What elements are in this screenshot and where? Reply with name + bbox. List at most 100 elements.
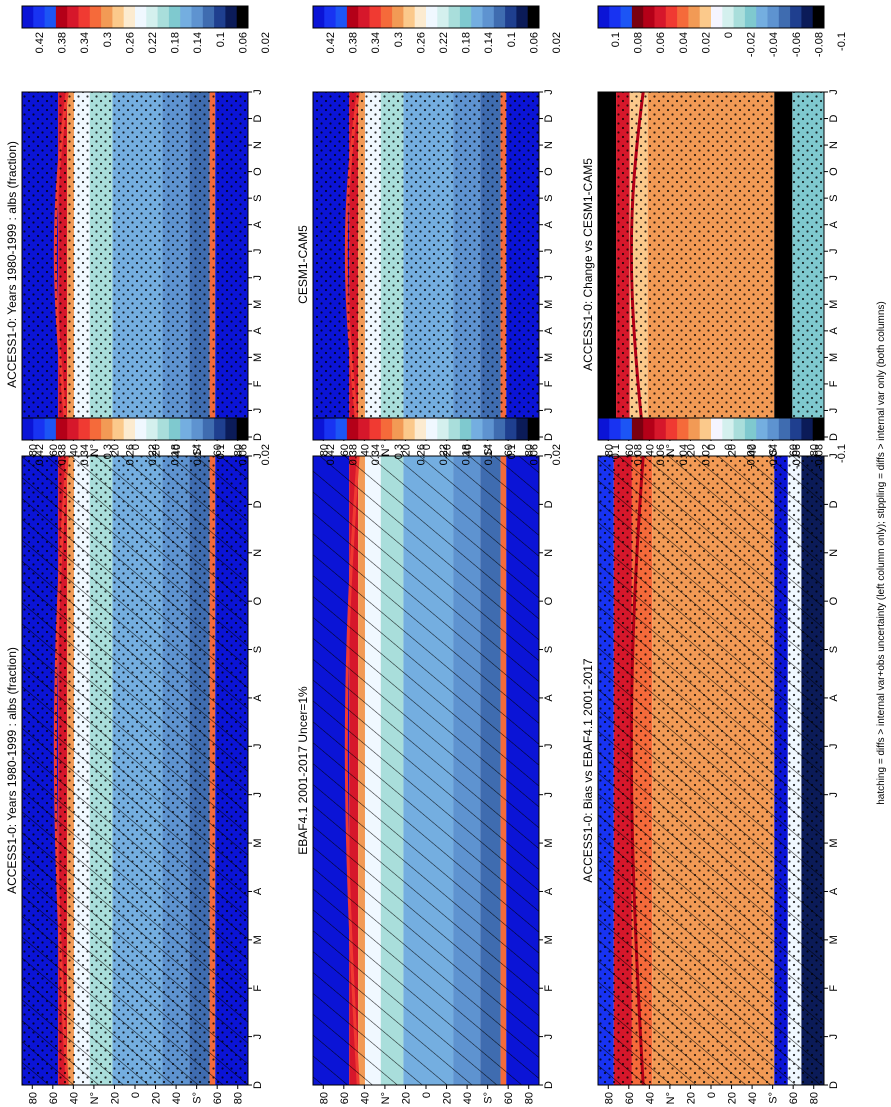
colorbar-label: 0.02: [551, 444, 563, 465]
colorbar-label: 0.1: [215, 32, 227, 47]
colorbar-label: 0.34: [79, 32, 91, 53]
month-tick-label: J: [828, 89, 840, 95]
colorbar-swatch: [756, 6, 768, 28]
colorbar-label: 0.06: [528, 32, 540, 53]
month-tick-label: A: [252, 327, 264, 335]
month-tick-label: M: [252, 935, 264, 944]
colorbar-swatch: [654, 6, 667, 28]
colorbar-swatch: [812, 6, 825, 28]
colorbar-swatch: [688, 6, 701, 28]
colorbar-swatch: [609, 6, 622, 28]
colorbar-label: 0.34: [370, 32, 382, 53]
colorbar-swatch: [78, 6, 91, 28]
colorbar-swatch: [598, 6, 610, 28]
month-tick-label: J: [252, 453, 264, 459]
colorbar-swatch: [191, 418, 204, 440]
month-tick-label: M: [543, 353, 555, 362]
lat-tick-label: 60: [503, 444, 515, 456]
month-tick-label: A: [828, 220, 840, 228]
colorbar-swatch: [733, 6, 746, 28]
colorbar-label: 0.18: [461, 444, 473, 465]
colorbar-swatch: [67, 6, 79, 28]
colorbar-label: 0.1: [506, 32, 518, 47]
month-tick-label: M: [543, 838, 555, 847]
lat-tick-label: 60: [624, 1092, 636, 1104]
month-tick-label: D: [252, 1081, 264, 1089]
month-tick-label: A: [828, 327, 840, 335]
lat-tick-label: 0: [421, 444, 433, 450]
colorbar-swatch: [44, 6, 57, 28]
colorbar-frame: [21, 5, 249, 29]
colorbar: 0.42 0.38 0.34 0.3 0.26 0.22 0.18 0.14 0.1 0.06 0.…: [21, 417, 272, 465]
lat-tick-label: 0: [706, 1092, 718, 1098]
colorbar-label: -0.06: [791, 32, 803, 57]
colorbar-swatch: [767, 418, 780, 440]
lat-tick-label: 80: [27, 1092, 39, 1104]
month-tick-label: D: [828, 433, 840, 441]
lat-tick-label: 20: [442, 1092, 454, 1104]
lat-tick-label: 80: [809, 444, 821, 456]
month-tick-label: M: [828, 353, 840, 362]
lat-tick-label: 0: [130, 1092, 142, 1098]
lat-tick-label: 40: [462, 444, 474, 456]
colorbar-swatch: [448, 418, 461, 440]
month-tick-label: F: [543, 985, 555, 992]
colorbar-swatch: [414, 6, 427, 28]
colorbar-swatch: [22, 6, 34, 28]
colorbar-swatch: [123, 6, 136, 28]
month-tick-label: O: [543, 167, 555, 176]
lat-tick-label: 60: [212, 1092, 224, 1104]
month-tick-label: M: [828, 300, 840, 309]
lat-tick-label: 40: [359, 1092, 371, 1104]
month-tick-label: J: [543, 248, 555, 254]
colorbar-swatch: [620, 6, 633, 28]
colorbar-swatch: [448, 6, 461, 28]
panel-title: ACCESS1-0: Years 1980-1999 : albs (fract…: [5, 647, 19, 894]
month-tick-label: M: [252, 300, 264, 309]
colorbar-swatch: [335, 418, 348, 440]
colorbar-swatch: [801, 6, 814, 28]
panel-title: ACCESS1-0: Change vs CESM1-CAM5: [581, 158, 595, 371]
colorbar-swatch: [135, 6, 147, 28]
colorbar-swatch: [790, 418, 802, 440]
colorbar-swatch: [493, 6, 506, 28]
colorbar-swatch: [437, 418, 450, 440]
colorbar-frame: [312, 417, 540, 441]
colorbar-swatch: [346, 6, 359, 28]
lat-tick-label: 20: [442, 444, 454, 456]
figure-footnote: hatching = diffs > internal var+obs unce…: [876, 301, 887, 805]
colorbar-swatch: [33, 6, 46, 28]
colorbar-label: 0.04: [678, 32, 690, 53]
colorbar-swatch: [733, 418, 746, 440]
month-tick-label: O: [252, 167, 264, 176]
hatching-overlay: [313, 456, 539, 1085]
lat-tick-label: 60: [48, 444, 60, 456]
month-tick-label: J: [828, 744, 840, 750]
lat-tick-label: 20: [400, 1092, 412, 1104]
colorbar-swatch: [426, 6, 438, 28]
colorbar-label: 0.26: [415, 444, 427, 465]
colorbar-label: 0.18: [461, 32, 473, 53]
colorbar-label: 0: [723, 32, 735, 38]
lat-tick-label: N°: [665, 444, 677, 456]
lat-tick-label: N°: [380, 1092, 392, 1104]
lat-tick-label: 80: [233, 444, 245, 456]
colorbar-label: 0.08: [633, 32, 645, 53]
colorbar-swatch: [609, 418, 622, 440]
colorbar-label: 0.38: [348, 444, 360, 465]
month-tick-label: F: [828, 380, 840, 387]
month-tick-label: S: [543, 646, 555, 653]
colorbar-label: 0.02: [700, 32, 712, 53]
colorbar-swatch: [214, 418, 226, 440]
colorbar-swatch: [101, 418, 113, 440]
month-tick-label: A: [543, 220, 555, 228]
colorbar-swatch: [202, 6, 215, 28]
heatmap-panel: ACCESS1-0: Years 1980-1999 : albs (fract…: [5, 453, 264, 1104]
colorbar-label: 0: [723, 444, 735, 450]
colorbar-swatch: [358, 6, 370, 28]
lat-tick-label: S°: [192, 1092, 204, 1104]
lat-tick-label: N°: [665, 1092, 677, 1104]
lat-tick-label: 20: [400, 444, 412, 456]
colorbar-label: -0.06: [791, 444, 803, 469]
